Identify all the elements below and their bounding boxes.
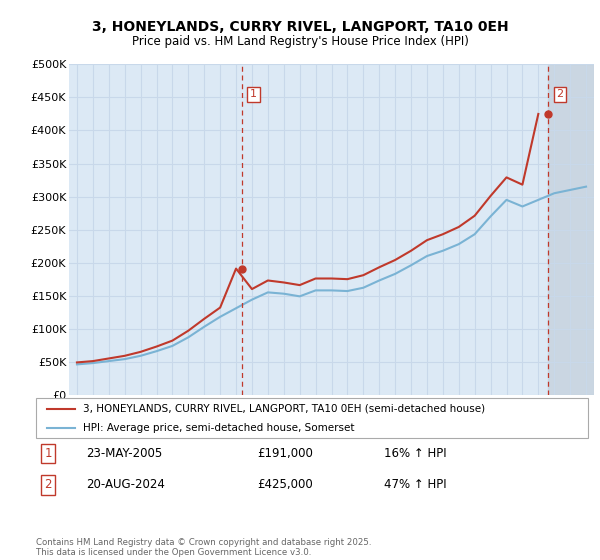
Text: 3, HONEYLANDS, CURRY RIVEL, LANGPORT, TA10 0EH: 3, HONEYLANDS, CURRY RIVEL, LANGPORT, TA…	[92, 20, 508, 34]
Text: 3, HONEYLANDS, CURRY RIVEL, LANGPORT, TA10 0EH (semi-detached house): 3, HONEYLANDS, CURRY RIVEL, LANGPORT, TA…	[83, 404, 485, 414]
Bar	[548, 64, 594, 395]
Text: 16% ↑ HPI: 16% ↑ HPI	[384, 447, 446, 460]
Text: 20-AUG-2024: 20-AUG-2024	[86, 478, 164, 491]
Text: £425,000: £425,000	[257, 478, 313, 491]
Text: 47% ↑ HPI: 47% ↑ HPI	[384, 478, 446, 491]
Text: 1: 1	[44, 447, 52, 460]
Text: Contains HM Land Registry data © Crown copyright and database right 2025.
This d: Contains HM Land Registry data © Crown c…	[36, 538, 371, 557]
Text: 2: 2	[44, 478, 52, 491]
Text: 23-MAY-2005: 23-MAY-2005	[86, 447, 162, 460]
Text: £191,000: £191,000	[257, 447, 313, 460]
Text: 2: 2	[556, 90, 563, 100]
Text: Price paid vs. HM Land Registry's House Price Index (HPI): Price paid vs. HM Land Registry's House …	[131, 35, 469, 48]
Text: 1: 1	[250, 90, 257, 100]
Text: HPI: Average price, semi-detached house, Somerset: HPI: Average price, semi-detached house,…	[83, 423, 355, 433]
